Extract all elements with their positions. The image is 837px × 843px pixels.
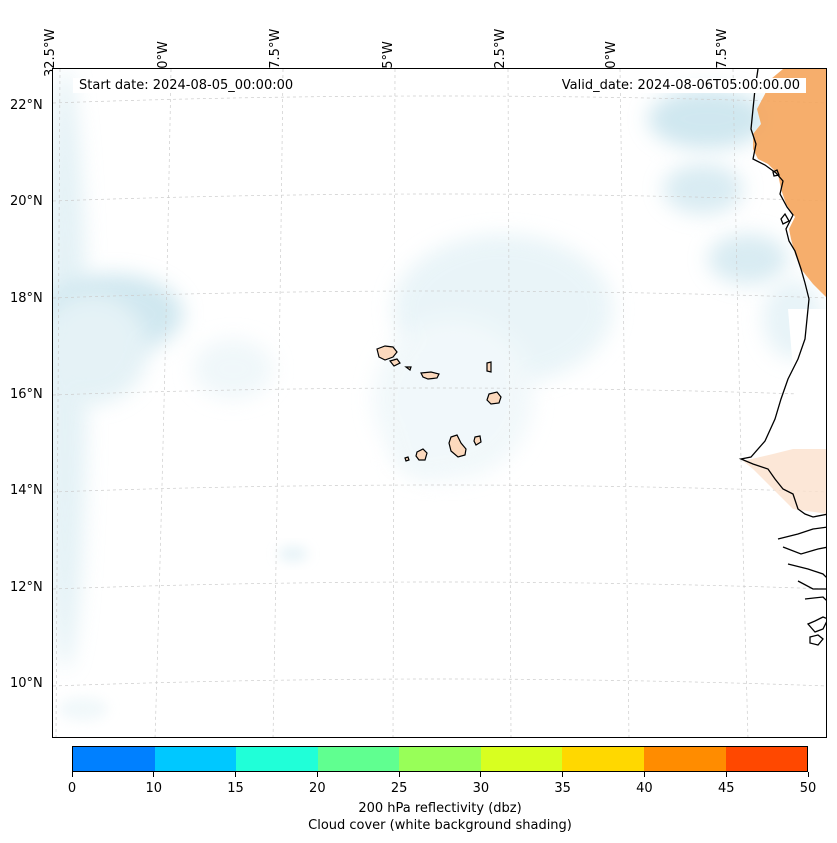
valid-date-label: Valid_date: 2024-08-06T05:00:00.00 (555, 78, 806, 93)
colorbar-tick-mark (725, 772, 727, 777)
colorbar-tick-mark (153, 772, 155, 777)
lat-label: 20°N (10, 194, 43, 209)
colorbar-segment (154, 747, 237, 771)
colorbar-segment (317, 747, 400, 771)
gridlines (53, 69, 826, 737)
colorbar (72, 746, 808, 772)
colorbar-segment (236, 747, 318, 771)
colorbar-tick-label: 0 (67, 781, 77, 796)
lat-label: 16°N (10, 387, 43, 402)
lat-label: 22°N (10, 98, 43, 113)
colorbar-tick-label: 25 (390, 781, 408, 796)
colorbar-tick-mark (235, 772, 237, 777)
colorbar-segment (643, 747, 726, 771)
map-panel: Start date: 2024-08-05_00:00:00 Valid_da… (52, 68, 827, 738)
island-maio (473, 435, 482, 446)
colorbar-tick-mark (398, 772, 400, 777)
colorbar-tick-label: 35 (554, 781, 571, 796)
colorbar-label-cloud-cover: Cloud cover (white background shading) (308, 818, 572, 833)
island-sal (486, 361, 492, 373)
island-sao-nicolau (420, 371, 440, 380)
colorbar-segment (562, 747, 644, 771)
colorbar-tick-label: 45 (717, 781, 735, 796)
colorbar-tick-label: 20 (309, 781, 326, 796)
colorbar-tick-label: 10 (145, 781, 163, 796)
lat-label: 18°N (10, 291, 43, 306)
colorbar-tick-mark (480, 772, 482, 777)
colorbar-segment (480, 747, 563, 771)
island-sao-vicente (388, 358, 401, 367)
start-date-label: Start date: 2024-08-05_00:00:00 (73, 78, 300, 93)
cape-verde-islands (376, 345, 502, 462)
colorbar-tick-mark (807, 772, 809, 777)
island-boa-vista (486, 391, 502, 405)
map-canvas (53, 69, 826, 737)
colorbar-tick-label: 30 (472, 781, 490, 796)
colorbar-label-reflectivity: 200 hPa reflectivity (dbz) (358, 801, 522, 816)
colorbar-tick-label: 50 (799, 781, 817, 796)
africa-land (743, 69, 826, 514)
island-santa-luzia (404, 366, 412, 371)
lat-label: 14°N (10, 483, 43, 498)
coastline (738, 69, 826, 646)
island-brava (404, 456, 410, 462)
colorbar-tick-label: 40 (636, 781, 653, 796)
colorbar-segment (73, 747, 155, 771)
cloud-cover-shading (53, 69, 823, 721)
colorbar-tick-mark (316, 772, 318, 777)
lat-label: 10°N (10, 676, 43, 691)
colorbar-segment (725, 747, 808, 771)
island-fogo (415, 448, 428, 461)
colorbar-tick-mark (71, 772, 73, 777)
colorbar-tick-mark (643, 772, 645, 777)
lat-label: 12°N (10, 580, 43, 595)
island-santo-antao (376, 345, 398, 361)
island-santiago (448, 434, 467, 458)
colorbar-segment (399, 747, 481, 771)
colorbar-tick-mark (562, 772, 564, 777)
colorbar-tick-label: 15 (227, 781, 244, 796)
